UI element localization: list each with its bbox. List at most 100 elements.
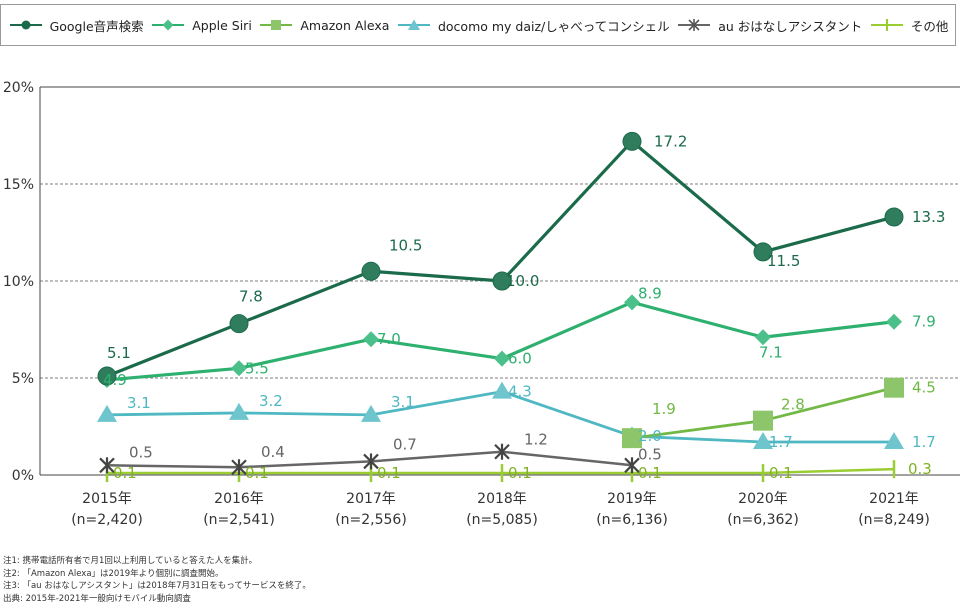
data-label: 8.9 [638, 284, 662, 302]
data-label: 0.1 [113, 464, 137, 482]
data-label: 2.8 [781, 396, 805, 414]
data-label: 11.5 [767, 252, 800, 270]
data-label: 3.2 [259, 392, 283, 410]
data-point [884, 377, 904, 398]
legend-label-docomo: docomo my daiz/しゃべってコンシェル [437, 18, 670, 34]
data-point [884, 432, 904, 450]
data-label: 0.1 [245, 464, 269, 482]
data-label: 10.0 [506, 272, 539, 290]
data-label: 5.1 [107, 344, 131, 362]
data-point [97, 404, 117, 422]
chart-legend: Google音声検索 Apple Siri Amazon Alexa docom… [0, 4, 956, 46]
x-tick-sample-size: (n=5,085) [466, 512, 538, 528]
data-label: 7.9 [912, 313, 936, 331]
data-label: 0.1 [508, 464, 532, 482]
x-tick-sample-size: (n=2,420) [71, 512, 143, 528]
data-label: 2.0 [638, 427, 662, 445]
data-point [753, 410, 773, 431]
legend-item-docomo: docomo my daiz/しゃべってコンシェル [396, 16, 670, 35]
data-label: 5.5 [245, 359, 269, 377]
data-label: 3.1 [391, 393, 415, 411]
y-tick-label: 0% [12, 468, 34, 484]
x-tick-label: 2018年 [477, 491, 527, 507]
legend-item-au: au おはなしアシスタント [676, 16, 862, 35]
data-point [361, 404, 381, 422]
data-label: 0.7 [393, 435, 417, 453]
x-tick-label: 2017年 [346, 491, 396, 507]
data-label: 0.3 [908, 460, 932, 478]
series-3 [97, 381, 904, 450]
data-point [753, 432, 773, 450]
data-point [624, 294, 640, 311]
legend-marker-asterisk [678, 19, 711, 31]
data-label: 4.3 [508, 383, 532, 401]
legend-marker-diamond [152, 19, 185, 31]
footnote-2: 注2: 「Amazon Alexa」は2019年より個別に調査開始。 [3, 568, 224, 579]
legend-item-other: その他 [869, 16, 949, 35]
data-label: 0.5 [638, 445, 662, 463]
data-label: 7.0 [377, 330, 401, 348]
data-label: 0.1 [638, 464, 662, 482]
x-tick-label: 2019年 [607, 491, 657, 507]
legend-label-siri: Apple Siri [192, 17, 252, 33]
data-point [363, 331, 379, 348]
series-line [106, 300, 895, 382]
data-label: 1.9 [652, 400, 676, 418]
line-chart: 0% 5% 10% 15% 20% 2015年 (n=2,420) 2016年 (n=2,541… [3, 80, 960, 528]
data-label: 1.7 [769, 433, 793, 451]
legend-label-other: その他 [910, 18, 949, 34]
data-label: 7.1 [759, 343, 783, 361]
data-label: 3.1 [127, 394, 151, 412]
data-label: 4.9 [103, 371, 127, 389]
data-point [884, 207, 904, 227]
x-tick-sample-size: (n=2,541) [203, 512, 275, 528]
data-label: 0.5 [129, 443, 153, 461]
series-2 [622, 377, 904, 449]
data-label: 6.0 [508, 350, 532, 368]
legend-item-alexa: Amazon Alexa [258, 18, 389, 33]
legend-item-siri: Apple Siri [150, 18, 252, 33]
legend-item-google: Google音声検索 [8, 16, 144, 35]
series-4 [99, 443, 640, 476]
data-point [622, 131, 642, 151]
footnote-1: 注1: 携帯電話所有者で月1回以上利用していると答えた人を集計。 [3, 556, 258, 566]
data-label: 1.2 [524, 431, 548, 449]
footnote-3: 注3: 「au おはなしアシスタント」は2018年7月31日をもってサービスを終… [3, 581, 311, 591]
data-label: 10.5 [389, 236, 422, 254]
data-label: 13.3 [912, 208, 945, 226]
x-tick-label: 2015年 [82, 491, 132, 507]
legend-label-au: au おはなしアシスタント [718, 18, 863, 34]
data-label: 1.7 [912, 433, 936, 451]
footnotes: 注1: 携帯電話所有者で月1回以上利用していると答えた人を集計。 注2: 「Am… [3, 555, 311, 605]
data-point [886, 313, 902, 330]
y-tick-label: 15% [3, 177, 34, 193]
x-tick-sample-size: (n=8,249) [858, 512, 930, 528]
series-1 [99, 294, 902, 388]
y-tick-label: 20% [3, 80, 34, 96]
data-point [229, 314, 249, 334]
x-tick-sample-size: (n=6,136) [596, 512, 668, 528]
data-label: 17.2 [654, 132, 687, 150]
data-point [753, 242, 773, 262]
data-label: 0.4 [261, 443, 285, 461]
x-tick-label: 2021年 [869, 491, 919, 507]
x-tick-label: 2020年 [738, 491, 788, 507]
y-tick-label: 5% [12, 371, 34, 387]
legend-marker-triangle [397, 19, 430, 30]
data-point [229, 402, 249, 420]
legend-marker-circle [9, 20, 42, 30]
data-point [361, 261, 381, 281]
data-point [231, 360, 247, 377]
footnote-source: 出典: 2015年-2021年一般向けモバイル動向調査 [3, 593, 191, 604]
legend-marker-square [260, 20, 293, 30]
legend-label-google: Google音声検索 [49, 18, 144, 34]
data-point [755, 329, 771, 346]
data-point [622, 428, 642, 449]
data-label: 7.8 [239, 288, 263, 306]
legend-label-alexa: Amazon Alexa [300, 17, 390, 33]
data-label: 0.1 [769, 464, 793, 482]
data-point [494, 350, 510, 367]
x-tick-label: 2016年 [214, 491, 264, 507]
series-0 [97, 131, 904, 386]
